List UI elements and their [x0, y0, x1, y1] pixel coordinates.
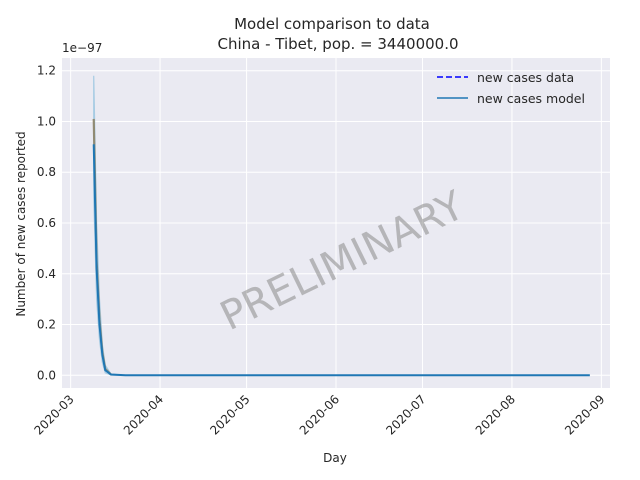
y-axis-label: Number of new cases reported — [14, 131, 28, 316]
y-axis-ticks: 0.0 0.2 0.4 0.6 0.8 1.0 1.2 — [37, 64, 56, 383]
y-tick-label: 0.6 — [37, 216, 56, 230]
series-line-new-cases-model — [92, 144, 590, 377]
series-lines — [92, 118, 590, 377]
y-tick-label: 0.8 — [37, 165, 56, 179]
legend-label-data: new cases data — [477, 70, 574, 85]
y-tick-label: 1.2 — [37, 64, 56, 78]
y-scale-note: 1e−97 — [62, 41, 102, 55]
chart-subtitle: China - Tibet, pop. = 3440000.0 — [217, 35, 458, 53]
legend: new cases data new cases model — [437, 70, 585, 106]
y-tick-label: 0.4 — [37, 267, 56, 281]
y-tick-label: 0.2 — [37, 318, 56, 332]
y-tick-label: 1.0 — [37, 114, 56, 128]
y-tick-label: 0.0 — [37, 368, 56, 382]
x-axis-label: Day — [323, 451, 347, 465]
chart-title: Model comparison to data — [234, 15, 430, 33]
legend-label-model: new cases model — [477, 91, 585, 106]
